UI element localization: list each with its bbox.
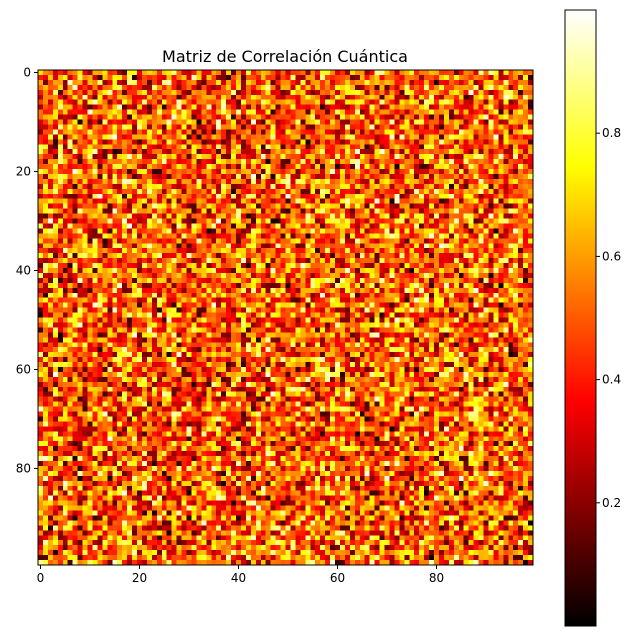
y-tick-label: 60	[16, 362, 31, 376]
x-tick-label: 40	[231, 571, 246, 585]
colorbar-tick-label: 0.8	[602, 126, 621, 140]
x-tick-label: 20	[132, 571, 147, 585]
colorbar-tick-label: 0.6	[602, 249, 621, 263]
x-axis: 0 20 40 60 80	[37, 565, 444, 585]
chart-title: Matriz de Correlación Cuántica	[162, 47, 408, 66]
colorbar-gradient	[565, 10, 596, 626]
x-tick-label: 80	[429, 571, 444, 585]
colorbar-tick-label: 0.4	[602, 373, 621, 387]
y-axis: 0 20 40 60 80	[16, 65, 38, 475]
colorbar-tick-label: 0.2	[602, 496, 621, 510]
colorbar-axis: 0.2 0.4 0.6 0.8	[596, 126, 621, 510]
x-tick-label: 0	[37, 571, 45, 585]
heatmap-image	[38, 70, 533, 565]
colorbar-frame	[564, 9, 597, 627]
x-tick-label: 60	[330, 571, 345, 585]
heatmap-frame	[37, 69, 534, 566]
y-tick-label: 40	[16, 263, 31, 277]
y-tick-label: 80	[16, 461, 31, 475]
y-tick-label: 20	[16, 164, 31, 178]
y-tick-label: 0	[23, 65, 31, 79]
